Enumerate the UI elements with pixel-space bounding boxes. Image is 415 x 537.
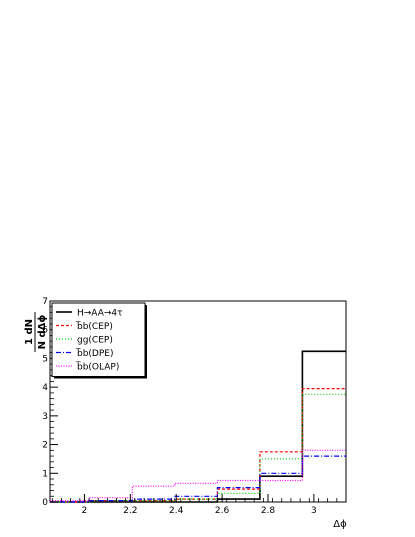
- x-tick-label: 2.4: [169, 506, 184, 516]
- y-axis-title-denominator: N dΔϕ: [37, 315, 48, 350]
- y-tick-label: 5: [42, 354, 48, 364]
- y-tick-label: 0: [42, 498, 48, 508]
- y-tick-label: 7: [42, 297, 48, 307]
- legend-entry-label-0: H→AA→4τ: [77, 309, 123, 319]
- axes-group: 2 2.2 2.4 2.6 2.8 3 0 1 2 3 4 5 6 7: [42, 297, 338, 516]
- y-tick-label: 2: [42, 441, 48, 451]
- y-tick-label: 4: [42, 383, 48, 393]
- legend: H→AA→4τb̅b(CEP) gg(CEP)b̅b(DPE) b̅b(OLAP): [51, 302, 147, 379]
- legend-entry-label-3: b̅b(DPE): [75, 347, 113, 359]
- legend-box: [51, 302, 146, 377]
- y-axis-title: 1 dN N dΔϕ: [24, 312, 48, 352]
- x-tick-label: 2.6: [215, 506, 230, 516]
- legend-entry-label-1: b̅b(CEP): [75, 320, 112, 332]
- legend-entry-label-4: b̅b(OLAP): [75, 361, 119, 373]
- y-axis-title-numerator: 1 dN: [24, 319, 35, 345]
- x-tick-label: 2: [82, 506, 88, 516]
- series-line-4: [50, 449, 346, 502]
- y-tick-label: 3: [42, 412, 48, 422]
- y-tick-label: 1: [42, 469, 48, 479]
- legend-entry-label-2: gg(CEP): [77, 336, 113, 346]
- x-axis-title: Δϕ: [333, 519, 347, 530]
- y-tick-label: 6: [42, 326, 48, 336]
- x-tick-label: 2.8: [261, 506, 276, 516]
- x-tick-label: 2.2: [123, 506, 137, 516]
- x-tick-label: 3: [311, 506, 317, 516]
- series-line-3: [50, 455, 346, 503]
